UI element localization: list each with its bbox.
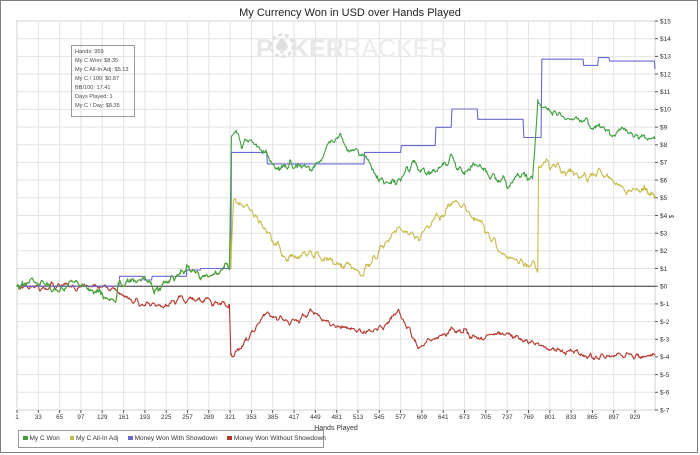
svg-text:129: 129 xyxy=(97,414,108,421)
svg-text:353: 353 xyxy=(246,414,257,421)
svg-text:545: 545 xyxy=(374,414,385,421)
svg-text:289: 289 xyxy=(204,414,215,421)
svg-text:193: 193 xyxy=(140,414,151,421)
svg-text:385: 385 xyxy=(267,414,278,421)
svg-text:$11: $11 xyxy=(660,89,671,96)
svg-text:737: 737 xyxy=(502,414,513,421)
svg-text:$3: $3 xyxy=(660,231,668,238)
svg-text:225: 225 xyxy=(161,414,172,421)
svg-text:$14: $14 xyxy=(660,36,671,43)
svg-text:$-3: $-3 xyxy=(660,337,670,344)
svg-text:$0: $0 xyxy=(660,284,668,291)
svg-text:TRACKER: TRACKER xyxy=(328,35,447,63)
svg-text:$-7: $-7 xyxy=(660,407,670,414)
svg-text:705: 705 xyxy=(481,414,492,421)
svg-text:513: 513 xyxy=(353,414,364,421)
svg-text:97: 97 xyxy=(77,414,85,421)
svg-text:$15: $15 xyxy=(660,18,671,25)
svg-text:$13: $13 xyxy=(660,54,671,61)
svg-text:$5: $5 xyxy=(660,195,668,202)
svg-text:$9: $9 xyxy=(660,124,668,131)
svg-text:673: 673 xyxy=(459,414,470,421)
svg-text:$10: $10 xyxy=(660,107,671,114)
svg-text:161: 161 xyxy=(118,414,129,421)
svg-text:833: 833 xyxy=(566,414,577,421)
svg-text:481: 481 xyxy=(331,414,342,421)
svg-text:929: 929 xyxy=(630,414,641,421)
svg-text:897: 897 xyxy=(608,414,619,421)
svg-text:769: 769 xyxy=(523,414,534,421)
svg-text:449: 449 xyxy=(310,414,321,421)
svg-text:$-4: $-4 xyxy=(660,354,670,361)
svg-text:$4: $4 xyxy=(660,213,668,220)
svg-text:$-5: $-5 xyxy=(660,372,670,379)
svg-text:865: 865 xyxy=(587,414,598,421)
svg-text:641: 641 xyxy=(438,414,449,421)
svg-text:65: 65 xyxy=(56,414,64,421)
svg-text:609: 609 xyxy=(417,414,428,421)
svg-text:1: 1 xyxy=(15,414,19,421)
svg-text:P: P xyxy=(256,35,273,63)
svg-text:257: 257 xyxy=(182,414,193,421)
svg-text:$-6: $-6 xyxy=(660,390,670,397)
svg-text:$2: $2 xyxy=(660,248,668,255)
svg-text:$-2: $-2 xyxy=(660,319,670,326)
svg-text:33: 33 xyxy=(35,414,43,421)
svg-text:801: 801 xyxy=(545,414,556,421)
svg-text:$8: $8 xyxy=(660,142,668,149)
svg-text:321: 321 xyxy=(225,414,236,421)
svg-text:$1: $1 xyxy=(660,266,668,273)
svg-text:$7: $7 xyxy=(660,160,668,167)
svg-text:$12: $12 xyxy=(660,71,671,78)
svg-text:$: $ xyxy=(669,214,676,218)
svg-text:$6: $6 xyxy=(660,177,668,184)
svg-text:$-1: $-1 xyxy=(660,301,670,308)
svg-text:417: 417 xyxy=(289,414,300,421)
svg-text:577: 577 xyxy=(395,414,406,421)
